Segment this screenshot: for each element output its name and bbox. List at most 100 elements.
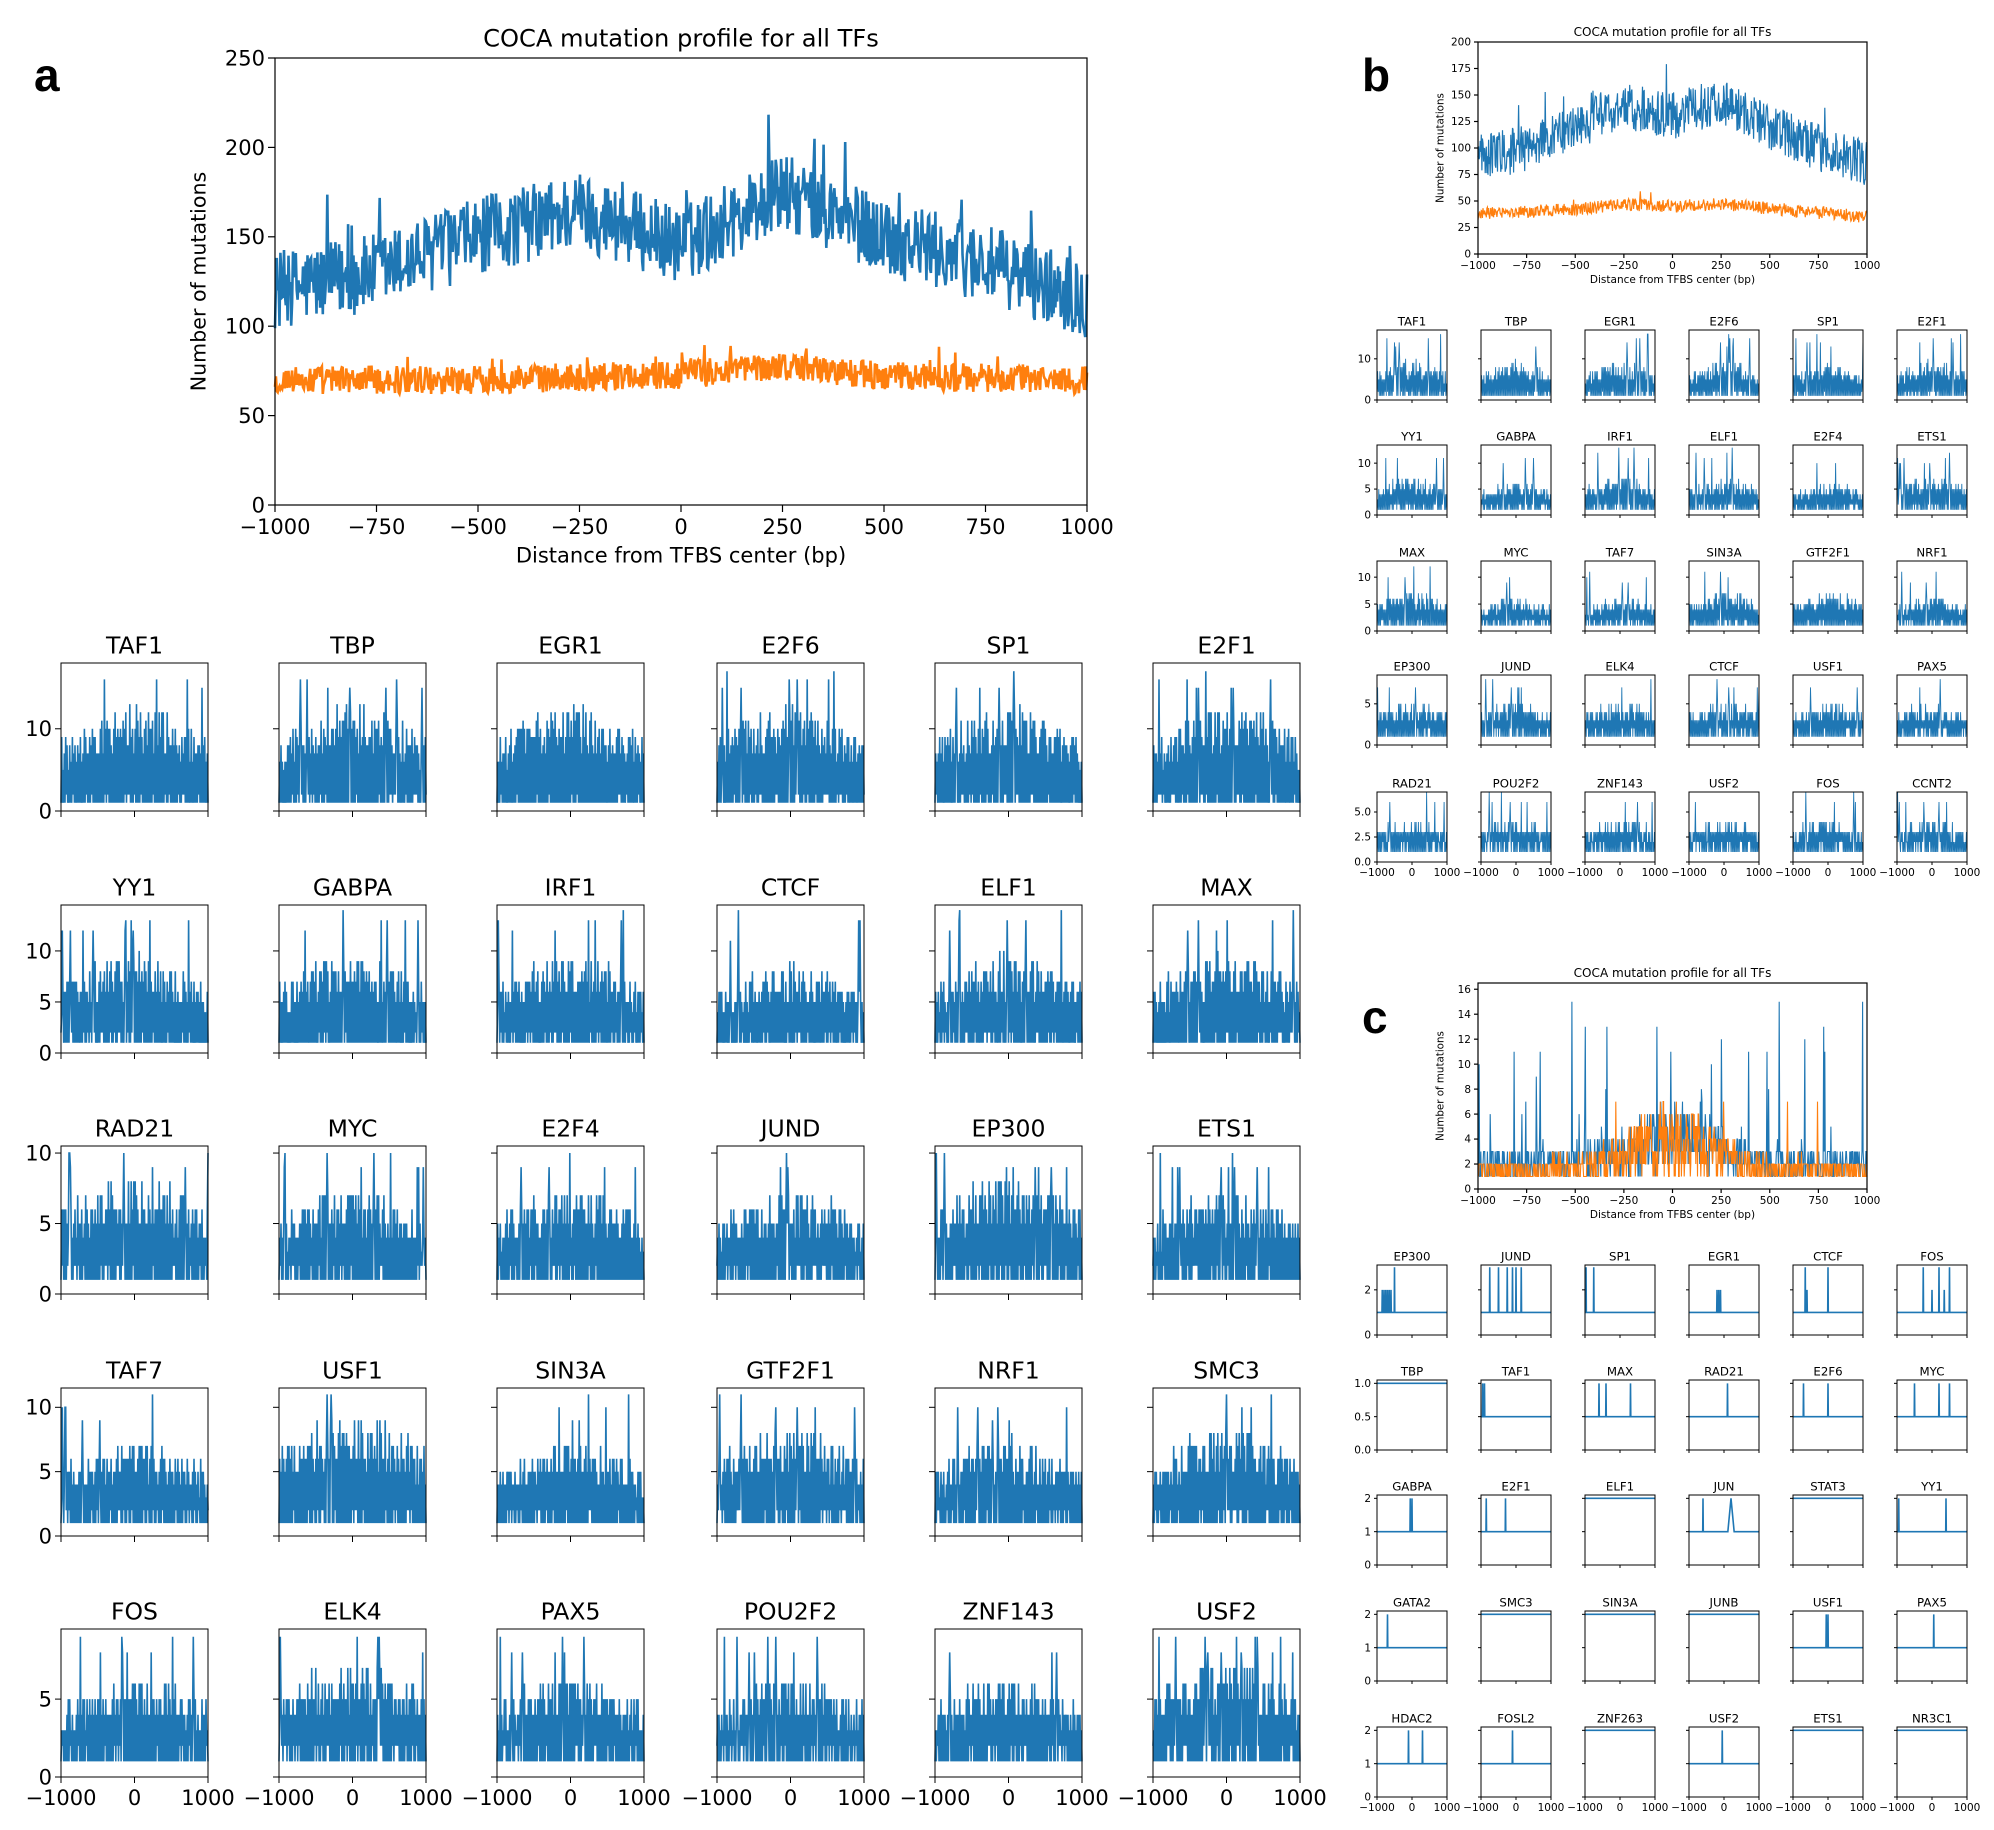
panel-c-main-xtick-label: −500: [1561, 1195, 1590, 1207]
panel-c-tf-usf2-line: [1689, 1730, 1759, 1765]
panel-b-tf-e2f1-title: E2F1: [1917, 314, 1946, 328]
panel-c-tf-tbp-title: TBP: [1400, 1364, 1423, 1378]
panel-c-tf-elf1-title: ELF1: [1606, 1479, 1634, 1493]
panel-a-tf-taf1-ytick-label: 10: [25, 717, 52, 741]
panel-c-tf-nr3c1-title: NR3C1: [1912, 1711, 1952, 1725]
panel-a-tf-fos-ytick-label: 5: [39, 1687, 52, 1711]
panel-b-main-series-orange-line: [1477, 191, 1868, 223]
panel-c-tf-hdac2-frame: [1376, 1726, 1448, 1798]
panel-b-tf-e2f4-line: [1792, 463, 1864, 510]
panel-c-tf-jun-frame: [1688, 1494, 1760, 1566]
panel-a-tf-gtf2f1-title: GTF2F1: [746, 1357, 835, 1385]
panel-a-tf-elk4-title: ELK4: [323, 1598, 381, 1626]
panel-c-tf-ctcf-title: CTCF: [1813, 1249, 1843, 1263]
panel-a-tf-fos-xtick-label: 0: [128, 1786, 141, 1810]
panel-a-main-xtick-label: −500: [449, 515, 507, 539]
panel-a-main-ytick-label: 50: [238, 404, 265, 428]
panel-a-tf-znf143-title: ZNF143: [962, 1598, 1054, 1626]
panel-c-tf-stat3-title: STAT3: [1810, 1479, 1846, 1493]
panel-a-tf-tbp-line: [278, 679, 427, 803]
panel-c-main-ytick-label: 4: [1464, 1134, 1471, 1146]
panel-c-main-frame: [1477, 982, 1868, 1190]
panel-a-tf-gabpa-line: [278, 910, 427, 1043]
panel-b-tf-tbp-line: [1480, 346, 1552, 396]
panel-b-tf-sin3a-title: SIN3A: [1706, 545, 1741, 559]
panel-c-tf-egr1-frame: [1688, 1264, 1760, 1336]
panel-b-tf-fos-xtick-label: −1000: [1775, 867, 1811, 879]
panel-a-tf-elk4-line: [278, 1636, 427, 1762]
panel-b-tf-max-ytick-label: 10: [1358, 572, 1371, 584]
panel-c-main-ytick-label: 10: [1458, 1059, 1471, 1071]
panel-b-tf-usf1-line: [1792, 687, 1864, 737]
panel-a-tf-nrf1-line: [934, 1407, 1083, 1524]
panel-c-tf-hdac2-xtick-label: −1000: [1359, 1802, 1395, 1814]
panel-b-tf-gtf2f1-title: GTF2F1: [1806, 545, 1850, 559]
panel-a-tf-pax5-xtick-label: 1000: [617, 1786, 670, 1810]
panel-c-main-xtick-label: 1000: [1854, 1195, 1881, 1207]
panel-b-tf-ep300-line: [1376, 687, 1448, 737]
panel-a-tf-taf7-ytick-label: 10: [25, 1396, 52, 1420]
panel-b-tf-ccnt2-xtick-label: −1000: [1879, 867, 1915, 879]
panel-a-tf-rad21-ytick-label: 10: [25, 1141, 52, 1165]
panel-c-tf-znf263-xtick-label: 0: [1617, 1802, 1624, 1814]
panel-b-tf-max-ytick-label: 5: [1364, 599, 1371, 611]
panel-b-tf-sp1-line: [1792, 334, 1864, 396]
panel-a-tf-elf1-line: [934, 910, 1083, 1043]
panel-a-tf-yy1-ytick-label: 5: [39, 990, 52, 1014]
panel-a-tf-znf143-xtick-label: −1000: [899, 1786, 970, 1810]
panel-b-tf-jund-title: JUND: [1500, 659, 1531, 673]
panel-c-tf-fosl2-line: [1481, 1730, 1551, 1765]
panel-a-tf-jund-title: JUND: [759, 1115, 821, 1143]
panel-a-tf-pax5-title: PAX5: [541, 1598, 601, 1626]
panel-b-main-ytick-label: 50: [1458, 196, 1471, 208]
panel-c-tf-smc3-frame: [1480, 1610, 1552, 1682]
panel-c-tf-yy1-line: [1897, 1498, 1967, 1533]
panel-a-tf-pou2f2-xtick-label: 1000: [837, 1786, 890, 1810]
panel-c-tf-gabpa-title: GABPA: [1392, 1479, 1432, 1493]
panel-c-tf-taf1-frame: [1480, 1379, 1552, 1451]
panel-b-tf-rad21-ytick-label: 0.0: [1354, 857, 1371, 869]
panel-b-tf-gabpa-title: GABPA: [1496, 429, 1536, 443]
panel-c-tf-e2f6-line: [1793, 1383, 1863, 1418]
panel-c-tf-nr3c1-frame: [1896, 1726, 1968, 1798]
panel-c-main-series-orange-line: [1477, 1101, 1868, 1178]
panel-b-tf-jund-line: [1480, 679, 1552, 737]
panel-c-tf-ets1-xtick-label: 1000: [1850, 1802, 1877, 1814]
panel-b-tf-ccnt2-xtick-label: 1000: [1954, 867, 1981, 879]
panel-a-main-xlabel: Distance from TFBS center (bp): [516, 543, 846, 567]
panel-b-tf-znf143-line: [1584, 801, 1656, 853]
panel-b-tf-myc-line: [1480, 577, 1552, 626]
panel-c-tf-nr3c1-xtick-label: −1000: [1879, 1802, 1915, 1814]
panel-a-main-series-orange-line: [273, 345, 1089, 398]
panel-b-tf-ets1-line: [1896, 452, 1968, 510]
panel-c-tf-jun-title: JUN: [1713, 1479, 1735, 1493]
panel-b-main-xtick-label: 750: [1808, 260, 1828, 272]
panel-b-tf-rad21-title: RAD21: [1392, 776, 1432, 790]
panel-a-tf-usf1-title: USF1: [322, 1357, 383, 1385]
panel-a-tf-usf2-xtick-label: 0: [1220, 1786, 1233, 1810]
panel-c-tf-tbp-ytick-label: 0.0: [1354, 1445, 1371, 1457]
panel-c-tf-znf263-frame: [1584, 1726, 1656, 1798]
panel-c-tf-hdac2-ytick-label: 0: [1364, 1792, 1371, 1804]
panel-a-tf-znf143-xtick-label: 1000: [1055, 1786, 1108, 1810]
panel-c-main-ytick-label: 0: [1464, 1184, 1471, 1196]
panel-b-tf-pou2f2-title: POU2F2: [1493, 776, 1540, 790]
panel-a-tf-smc3-title: SMC3: [1193, 1357, 1260, 1385]
panel-b-main-ytick-label: 75: [1458, 169, 1471, 181]
panel-c-tf-gabpa-ytick-label: 2: [1364, 1493, 1371, 1505]
panel-a-tf-gtf2f1-line: [716, 1394, 865, 1524]
panel-a-tf-pou2f2-xtick-label: 0: [784, 1786, 797, 1810]
panel-a-tf-znf143-line: [934, 1652, 1083, 1762]
panel-b-tf-usf2-xtick-label: 1000: [1746, 867, 1773, 879]
panel-c-tf-egr1-line: [1689, 1289, 1759, 1314]
panel-c-tf-tbp-frame: [1376, 1379, 1448, 1451]
panel-b-tf-taf1-line: [1376, 334, 1448, 396]
panel-a-tf-pax5-xtick-label: −1000: [461, 1786, 532, 1810]
panel-b-tf-yy1-ytick-label: 5: [1364, 484, 1371, 496]
panel-c-tf-smc3-title: SMC3: [1499, 1595, 1532, 1609]
panel-a-main-ytick-label: 100: [225, 315, 265, 339]
panel-c-tf-sp1-line: [1584, 1267, 1655, 1314]
panel-c-tf-tbp-ytick-label: 1.0: [1354, 1378, 1371, 1390]
panel-b-tf-myc-title: MYC: [1504, 545, 1529, 559]
